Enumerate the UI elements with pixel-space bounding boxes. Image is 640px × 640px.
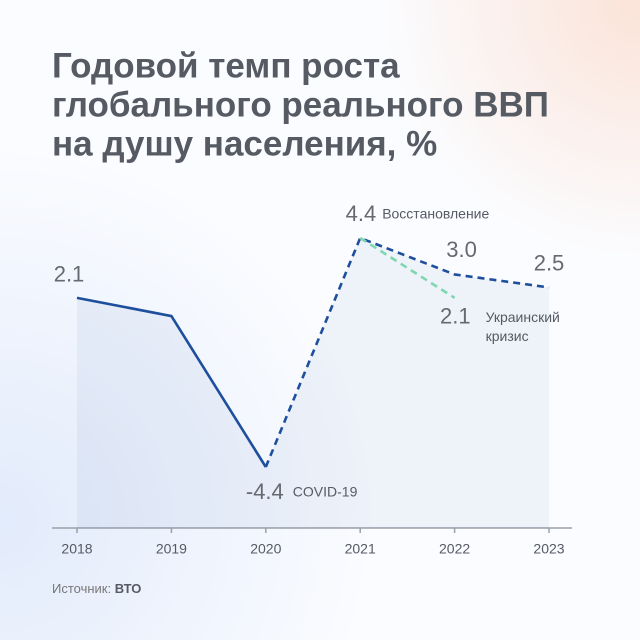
annotation: Украинский кризис (486, 309, 560, 344)
chart-title: Годовой темп роста (52, 46, 400, 85)
source: Источник: ВТО (52, 581, 141, 596)
x-tick-label: 2020 (250, 541, 281, 557)
annotation: COVID-19 (293, 484, 358, 500)
line (264, 236, 550, 468)
value-label: 3.0 (446, 237, 477, 262)
annotation: Восстановление (382, 206, 489, 222)
source-label: Источник: (52, 581, 111, 596)
value-label: 2.1 (54, 262, 85, 287)
x-tick-label: 2023 (533, 541, 564, 557)
x-tick-label: 2018 (61, 541, 92, 557)
area (77, 238, 549, 528)
x-tick-label: 2019 (156, 541, 187, 557)
chart-title: глобального реального ВВП (52, 85, 549, 124)
value-label: 4.4 (346, 201, 377, 226)
x-tick-label: 2022 (439, 541, 470, 557)
line (359, 236, 456, 299)
x-tick-label: 2021 (345, 541, 376, 557)
value-label: 2.1 (440, 304, 471, 329)
chart-title: на душу населения, % (52, 124, 437, 163)
value-label: -4.4 (246, 479, 284, 504)
line (76, 296, 267, 468)
value-label: 2.5 (534, 250, 565, 275)
source-name: ВТО (115, 581, 142, 596)
